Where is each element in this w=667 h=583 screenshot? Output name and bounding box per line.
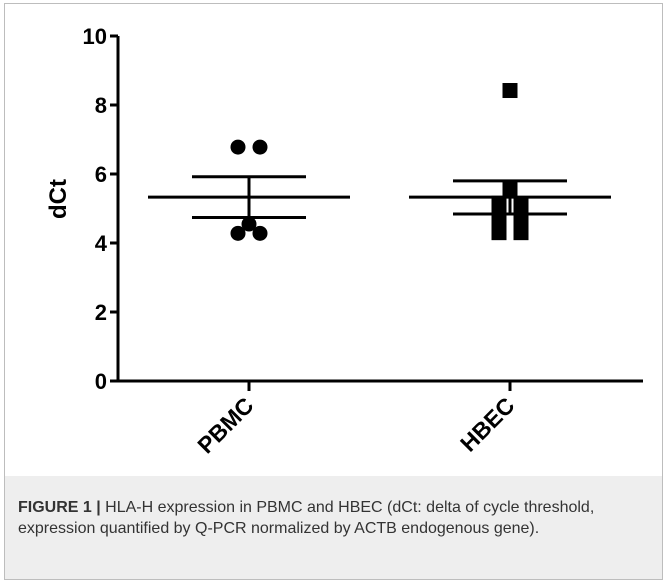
data-point — [502, 83, 518, 99]
y-tick-label: 8 — [95, 93, 107, 118]
data-point — [252, 139, 268, 155]
figure-caption: FIGURE 1 | HLA-H expression in PBMC and … — [18, 497, 654, 539]
y-tick-label: 6 — [95, 162, 107, 187]
data-point — [230, 139, 246, 155]
data-point — [230, 225, 246, 241]
x-category-label: PBMC — [192, 392, 258, 458]
data-point — [513, 225, 529, 241]
figure: 0 2 4 6 8 10 PBMC HBEC dCt FIGURE 1 | HLA-H exp… — [4, 3, 663, 580]
data-point — [252, 225, 268, 241]
marks-layer — [148, 83, 611, 241]
series-pbmc — [148, 139, 350, 241]
series-hbec — [409, 83, 611, 241]
chart-area: 0 2 4 6 8 10 PBMC HBEC dCt — [5, 4, 664, 474]
y-tick-label: 4 — [95, 231, 108, 256]
y-tick-label: 10 — [83, 24, 107, 49]
y-axis-label: dCt — [45, 179, 72, 219]
data-point — [241, 216, 257, 232]
dot-plot-chart: 0 2 4 6 8 10 PBMC HBEC dCt — [45, 24, 643, 458]
caption-band: FIGURE 1 | HLA-H expression in PBMC and … — [5, 476, 662, 579]
y-tick-label: 2 — [95, 300, 107, 325]
data-point — [491, 225, 507, 241]
y-tick-label: 0 — [95, 369, 107, 394]
caption-body: HLA-H expression in PBMC and HBEC (dCt: … — [18, 499, 595, 537]
axes-layer: 0 2 4 6 8 10 PBMC HBEC — [83, 24, 643, 458]
caption-label: FIGURE 1 | — [18, 499, 101, 516]
x-category-label: HBEC — [455, 392, 519, 456]
